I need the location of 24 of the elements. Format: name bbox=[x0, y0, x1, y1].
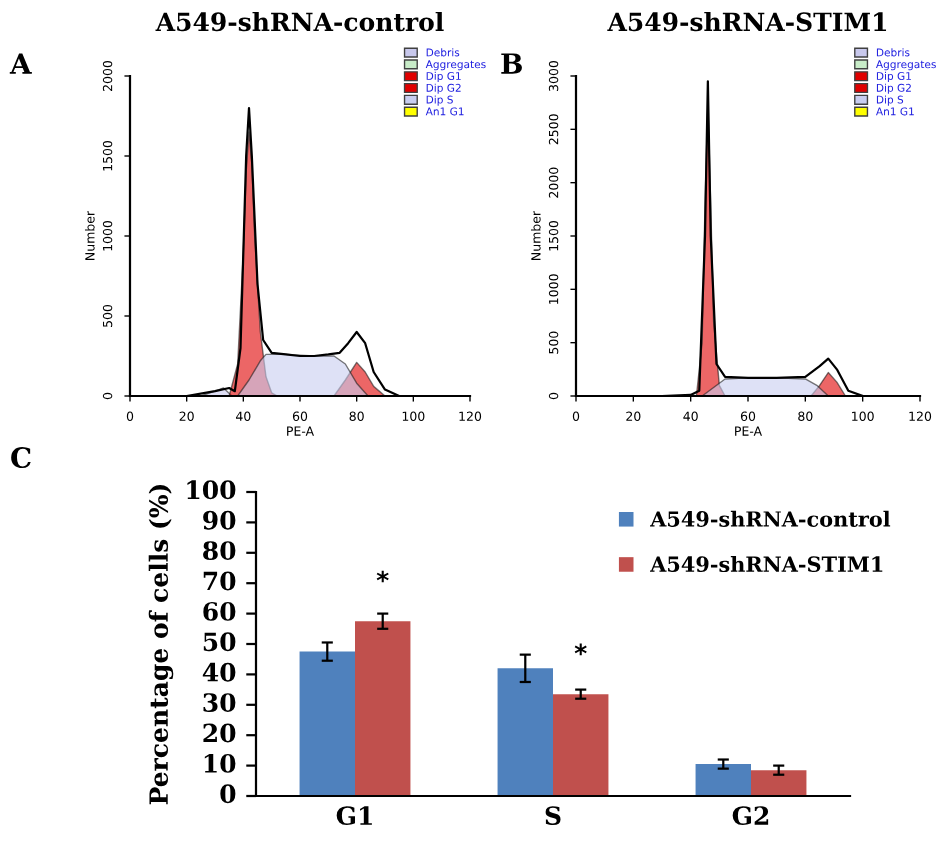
annotation: * bbox=[376, 570, 389, 583]
legend-label: A549-shRNA-STIM1 bbox=[650, 555, 883, 573]
legend-label: A549-shRNA-control bbox=[650, 510, 891, 527]
x-tick-label: G1 bbox=[336, 806, 372, 826]
y-tick-label: 20 bbox=[203, 723, 236, 743]
x-tick-label: S bbox=[545, 806, 561, 826]
y-tick-label: 50 bbox=[203, 632, 236, 652]
y-tick-label: 40 bbox=[202, 662, 236, 682]
y-axis-title: Percentage of cells (%) bbox=[148, 484, 174, 805]
x-tick-label: G2 bbox=[732, 806, 769, 826]
chart-title: A549-shRNA-STIM1 bbox=[607, 11, 887, 32]
y-tick-label: 0 bbox=[220, 784, 236, 804]
text: A bbox=[9, 53, 32, 74]
y-tick-label: 80 bbox=[203, 541, 236, 561]
y-tick-label: 100 bbox=[187, 480, 236, 500]
y-tick-label: 30 bbox=[203, 693, 236, 713]
annotation: * bbox=[574, 643, 587, 656]
y-tick-label: 60 bbox=[203, 601, 236, 621]
y-tick-label: 10 bbox=[204, 753, 236, 773]
y-tick-label: 90 bbox=[203, 510, 236, 530]
text: C bbox=[11, 447, 31, 469]
y-tick-label: 70 bbox=[203, 571, 236, 591]
chart-title: A549-shRNA-control bbox=[155, 11, 444, 32]
text: B bbox=[501, 53, 522, 74]
